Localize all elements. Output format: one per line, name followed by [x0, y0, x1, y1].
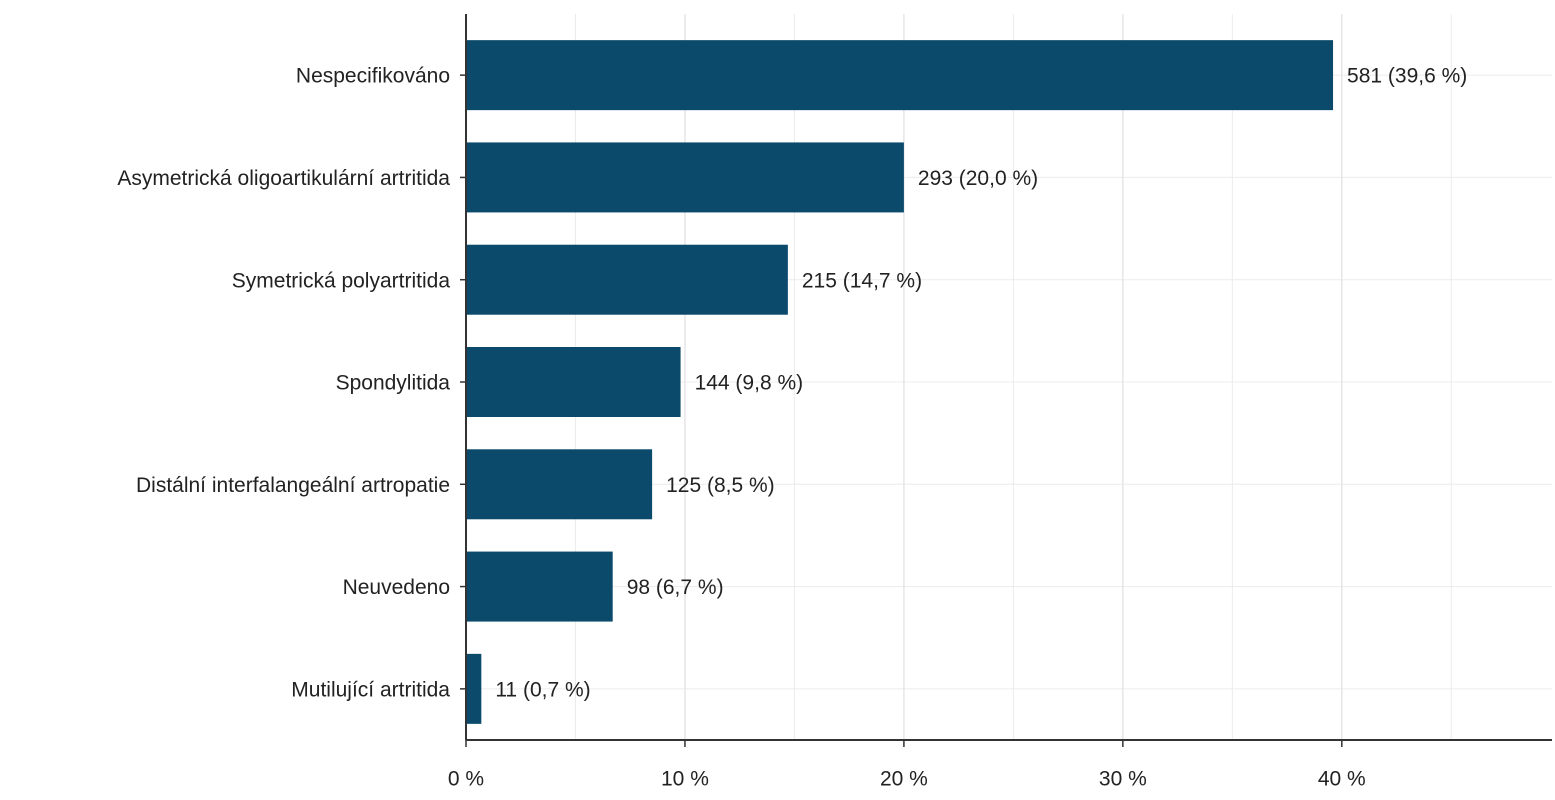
bar — [466, 244, 788, 315]
y-tick-label: Asymetrická oligoartikulární artritida — [117, 167, 450, 190]
y-tick-label: Spondylitida — [336, 372, 451, 395]
value-label: 581 (39,6 %) — [1347, 65, 1467, 88]
x-tick-label: 20 % — [880, 768, 928, 791]
bar — [466, 551, 613, 622]
x-tick-label: 30 % — [1099, 768, 1147, 791]
value-label: 144 (9,8 %) — [695, 372, 804, 395]
x-tick-label: 0 % — [448, 768, 484, 791]
y-tick-label: Mutilující artritida — [291, 678, 450, 701]
y-tick-label: Symetrická polyartritida — [232, 269, 451, 292]
value-label: 125 (8,5 %) — [666, 474, 775, 497]
bar — [466, 40, 1334, 111]
bar — [466, 347, 681, 417]
y-tick-label: Neuvedeno — [343, 576, 450, 599]
bar — [466, 653, 482, 724]
y-tick-label: Nespecifikováno — [296, 65, 450, 88]
value-label: 215 (14,7 %) — [802, 269, 922, 292]
y-tick-label: Distální interfalangeální artropatie — [136, 474, 450, 497]
x-tick-label: 40 % — [1318, 768, 1366, 791]
value-label: 11 (0,7 %) — [495, 678, 590, 701]
value-label: 98 (6,7 %) — [627, 576, 724, 599]
bar — [466, 449, 653, 520]
value-label: 293 (20,0 %) — [918, 167, 1038, 190]
bar — [466, 142, 904, 213]
x-tick-label: 10 % — [661, 768, 709, 791]
